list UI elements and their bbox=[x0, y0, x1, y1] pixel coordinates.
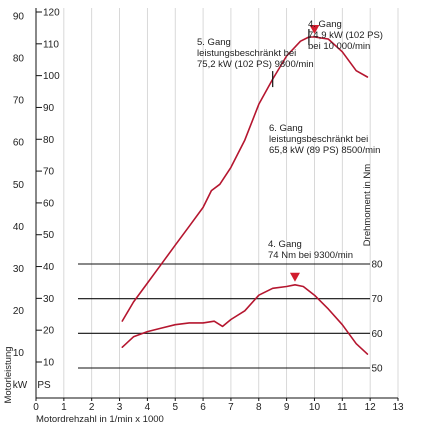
ps-tick-label-90: 90 bbox=[43, 103, 55, 114]
torque-gridlines bbox=[78, 263, 370, 369]
nm-tick-label-80: 80 bbox=[371, 260, 383, 271]
x-tick-label-10: 10 bbox=[309, 402, 321, 413]
gear6-label-line-0: 6. Gang bbox=[269, 123, 303, 134]
annotation-markers bbox=[272, 25, 320, 282]
kw-tick-label-80: 80 bbox=[13, 54, 25, 65]
peak_power-label-line-1: 74,9 kW (102 PS) bbox=[308, 30, 383, 41]
peak_torque-marker bbox=[289, 272, 300, 282]
kw-tick-label-60: 60 bbox=[13, 138, 25, 149]
kw-tick-label-40: 40 bbox=[13, 222, 25, 233]
left-axis-title: Motorleistung bbox=[3, 346, 14, 403]
ps-tick-label-80: 80 bbox=[43, 135, 55, 146]
torque-curve bbox=[121, 284, 369, 355]
peak_torque-label-line-0: 4. Gang bbox=[268, 239, 302, 250]
gear5-label-line-2: 75,2 kW (102 PS) 9800/min bbox=[197, 59, 314, 70]
x-tick-label-3: 3 bbox=[117, 402, 123, 413]
ps-tick-label-110: 110 bbox=[43, 39, 59, 50]
power-curve bbox=[121, 36, 369, 322]
nm-tick-label-50: 50 bbox=[371, 364, 383, 375]
axes: 0 1 2 3 4 5 6 7 8 9 10 11 12 131020304050607080901020… bbox=[13, 8, 404, 414]
ps-tick-label-70: 70 bbox=[43, 167, 55, 178]
x-axis-title: Motordrehzahl in 1/min x 1000 bbox=[36, 414, 164, 425]
x-tick-label-11: 11 bbox=[337, 402, 348, 413]
ps-tick-label-30: 30 bbox=[43, 294, 55, 305]
peak_power-marker bbox=[309, 25, 320, 35]
x-tick-label-4: 4 bbox=[145, 402, 151, 413]
ps-tick-label-120: 120 bbox=[43, 8, 60, 19]
x-tick-label-1: 1 bbox=[61, 402, 67, 413]
series-layer bbox=[121, 36, 369, 355]
peak_torque-label-line-1: 74 Nm bei 9300/min bbox=[268, 250, 353, 261]
right-axis-title: Drehmoment in Nm bbox=[362, 164, 373, 246]
gear5-label-line-0: 5. Gang bbox=[197, 37, 231, 48]
ps-tick-label-60: 60 bbox=[43, 198, 55, 209]
x-tick-label-6: 6 bbox=[200, 402, 206, 413]
ps-tick-label-50: 50 bbox=[43, 230, 55, 241]
kw-tick-label-30: 30 bbox=[13, 264, 25, 275]
ps-tick-label-40: 40 bbox=[43, 262, 55, 273]
ps-tick-label-20: 20 bbox=[43, 326, 55, 337]
ps-tick-label-10: 10 bbox=[43, 358, 55, 369]
nm-tick-label-60: 60 bbox=[371, 329, 383, 340]
gear5-label-line-1: leistungsbeschränkt bei bbox=[197, 48, 296, 59]
kw-tick-label-70: 70 bbox=[13, 96, 25, 107]
kw-unit-label: kW bbox=[13, 380, 28, 391]
ps-tick-label-100: 100 bbox=[43, 71, 60, 82]
x-tick-label-13: 13 bbox=[392, 402, 404, 413]
x-tick-label-8: 8 bbox=[256, 402, 262, 413]
x-tick-label-2: 2 bbox=[89, 402, 95, 413]
kw-tick-label-90: 90 bbox=[13, 12, 25, 23]
x-tick-label-7: 7 bbox=[228, 402, 234, 413]
kw-tick-label-10: 10 bbox=[13, 348, 25, 359]
nm-tick-label-70: 70 bbox=[371, 294, 383, 305]
x-tick-label-9: 9 bbox=[284, 402, 290, 413]
ps-unit-label: PS bbox=[37, 380, 51, 391]
labels: Motordrehzahl in 1/min x 1000 Motorleist… bbox=[3, 19, 383, 425]
peak_power-label-line-2: bei 10 000/min bbox=[308, 41, 370, 52]
peak_power-label-line-0: 4. Gang bbox=[308, 19, 342, 30]
x-tick-label-0: 0 bbox=[33, 402, 39, 413]
kw-tick-label-50: 50 bbox=[13, 180, 25, 191]
x-tick-label-12: 12 bbox=[365, 402, 377, 413]
x-tick-label-5: 5 bbox=[172, 402, 178, 413]
kw-tick-label-20: 20 bbox=[13, 306, 25, 317]
gear6-label-line-2: 65,8 kW (89 PS) 8500/min bbox=[269, 145, 380, 156]
gear6-label-line-1: leistungsbeschränkt bei bbox=[269, 134, 368, 145]
